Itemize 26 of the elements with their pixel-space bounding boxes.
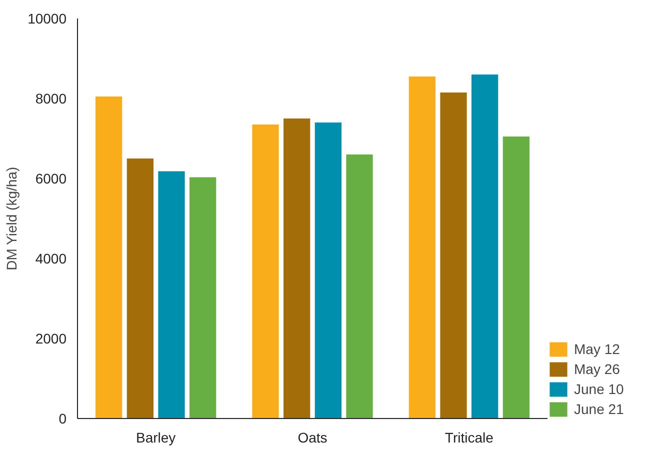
bar bbox=[284, 118, 310, 418]
bar bbox=[440, 92, 467, 418]
y-axis-title: DM Yield (kg/ha) bbox=[4, 166, 20, 270]
y-tick-label: 4000 bbox=[35, 250, 67, 266]
y-tick-label: 8000 bbox=[35, 90, 67, 106]
legend-label: May 26 bbox=[574, 361, 620, 377]
x-tick-label: Triticale bbox=[444, 430, 494, 446]
bar bbox=[346, 154, 373, 418]
bar bbox=[252, 124, 279, 418]
bar bbox=[190, 177, 216, 418]
x-tick-label: Oats bbox=[298, 430, 328, 446]
x-tick-label: Barley bbox=[136, 430, 176, 446]
legend-label: June 21 bbox=[574, 401, 624, 417]
legend-label: June 10 bbox=[574, 381, 624, 397]
y-tick-label: 2000 bbox=[35, 330, 67, 346]
bar bbox=[126, 158, 154, 418]
bar bbox=[158, 171, 185, 418]
y-tick-label: 0 bbox=[58, 410, 67, 426]
y-tick-label: 6000 bbox=[35, 170, 67, 186]
y-tick-label: 10000 bbox=[28, 10, 67, 26]
bar bbox=[96, 96, 122, 418]
bar bbox=[408, 76, 436, 418]
bar bbox=[314, 122, 342, 418]
legend-label: May 12 bbox=[574, 341, 620, 357]
bar bbox=[472, 74, 498, 418]
bar bbox=[502, 136, 530, 418]
